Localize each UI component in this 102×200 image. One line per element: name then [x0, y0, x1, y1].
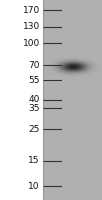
- Bar: [0, 0, 43, 200]
- Text: 35: 35: [28, 104, 40, 113]
- Text: 170: 170: [23, 6, 40, 15]
- Text: 10: 10: [28, 182, 40, 191]
- Bar: [43, 0, 102, 200]
- Text: 40: 40: [28, 95, 40, 104]
- Text: 15: 15: [28, 156, 40, 165]
- Text: 55: 55: [28, 76, 40, 85]
- Text: 25: 25: [28, 125, 40, 134]
- Text: 70: 70: [28, 61, 40, 70]
- Text: 130: 130: [23, 22, 40, 31]
- Text: 100: 100: [23, 39, 40, 48]
